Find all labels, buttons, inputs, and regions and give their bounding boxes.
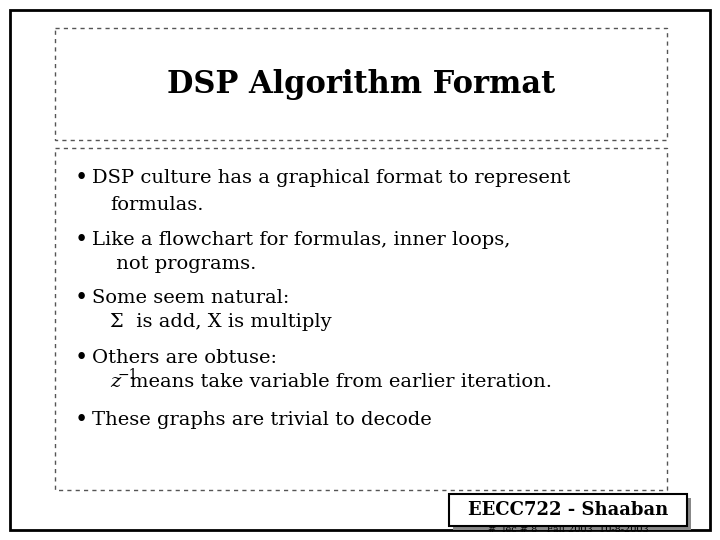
Text: •: • xyxy=(75,229,89,251)
FancyBboxPatch shape xyxy=(55,28,667,140)
Text: not programs.: not programs. xyxy=(110,255,256,273)
FancyBboxPatch shape xyxy=(453,498,691,530)
Text: •: • xyxy=(75,409,89,431)
Text: #  lec # 8   Fall 2003  10-8-2003: # lec # 8 Fall 2003 10-8-2003 xyxy=(487,525,649,535)
Text: Σ  is add, X is multiply: Σ is add, X is multiply xyxy=(110,313,332,331)
FancyBboxPatch shape xyxy=(55,148,667,490)
Text: These graphs are trivial to decode: These graphs are trivial to decode xyxy=(92,411,432,429)
Text: •: • xyxy=(75,287,89,309)
Text: •: • xyxy=(75,167,89,189)
FancyBboxPatch shape xyxy=(449,494,687,526)
FancyBboxPatch shape xyxy=(10,10,710,530)
Text: −1: −1 xyxy=(118,368,138,382)
Text: z: z xyxy=(110,373,120,391)
Text: formulas.: formulas. xyxy=(110,196,204,214)
Text: DSP Algorithm Format: DSP Algorithm Format xyxy=(167,69,555,99)
Text: Others are obtuse:: Others are obtuse: xyxy=(92,349,277,367)
Text: EECC722 - Shaaban: EECC722 - Shaaban xyxy=(468,501,668,519)
Text: means take variable from earlier iteration.: means take variable from earlier iterati… xyxy=(130,373,552,391)
Text: Like a flowchart for formulas, inner loops,: Like a flowchart for formulas, inner loo… xyxy=(92,231,510,249)
Text: •: • xyxy=(75,347,89,369)
Text: Some seem natural:: Some seem natural: xyxy=(92,289,289,307)
Text: DSP culture has a graphical format to represent: DSP culture has a graphical format to re… xyxy=(92,169,570,187)
